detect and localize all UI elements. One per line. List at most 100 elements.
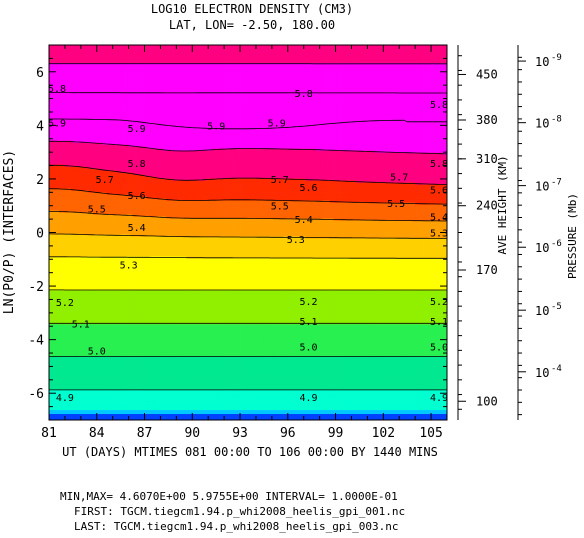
contour-band-cell [53, 370, 55, 372]
contour-band-cell [55, 203, 57, 205]
contour-band-cell [59, 290, 61, 292]
contour-band-cell [69, 282, 71, 284]
contour-band-cell [83, 292, 85, 294]
contour-band-cell [57, 358, 59, 360]
contour-band-cell [63, 173, 65, 175]
contour-band-cell [97, 139, 99, 141]
contour-band-cell [81, 93, 83, 95]
contour-band-cell [63, 209, 65, 211]
contour-band-cell [95, 59, 97, 61]
contour-band-cell [77, 258, 79, 260]
contour-band-cell [75, 85, 77, 87]
contour-band-cell [99, 378, 101, 380]
contour-band-cell [89, 69, 91, 71]
contour-band-cell [85, 153, 87, 155]
contour-band-cell [77, 290, 79, 292]
contour-band-cell [97, 370, 99, 372]
contour-band-cell [55, 268, 57, 270]
contour-band-cell [85, 143, 87, 145]
contour-band-cell [53, 360, 55, 362]
contour-band-cell [73, 406, 75, 408]
contour-band-cell [67, 137, 69, 139]
contour-band-cell [91, 65, 93, 67]
contour-band-cell [69, 95, 71, 97]
contour-band-cell [57, 107, 59, 109]
contour-band-cell [97, 151, 99, 153]
contour-band-cell [69, 173, 71, 175]
contour-band-cell [53, 382, 55, 384]
contour-band-cell [91, 302, 93, 304]
contour-band-cell [83, 101, 85, 103]
contour-band-cell [51, 163, 53, 165]
contour-band-cell [99, 73, 101, 75]
contour-band-cell [79, 77, 81, 79]
contour-band-cell [57, 416, 59, 418]
contour-band-cell [67, 59, 69, 61]
contour-band-cell [99, 105, 101, 107]
contour-band-cell [87, 312, 89, 314]
contour-band-cell [97, 248, 99, 250]
contour-band-cell [87, 77, 89, 79]
contour-band-cell [91, 113, 93, 115]
contour-band-cell [73, 358, 75, 360]
contour-band-cell [73, 177, 75, 179]
contour-band-cell [81, 177, 83, 179]
contour-band-cell [89, 390, 91, 392]
contour-band-cell [85, 310, 87, 312]
contour-band-cell [73, 191, 75, 193]
contour-band-cell [79, 161, 81, 163]
contour-band-cell [93, 270, 95, 272]
contour-band-cell [75, 127, 77, 129]
contour-band-cell [81, 131, 83, 133]
contour-band-cell [75, 183, 77, 185]
contour-band-cell [73, 197, 75, 199]
contour-band-cell [55, 115, 57, 117]
contour-band-cell [95, 145, 97, 147]
contour-band-cell [79, 183, 81, 185]
contour-band-cell [57, 248, 59, 250]
contour-band-cell [83, 312, 85, 314]
contour-band-cell [89, 252, 91, 254]
contour-band-cell [67, 171, 69, 173]
contour-band-cell [79, 382, 81, 384]
contour-band-cell [79, 252, 81, 254]
contour-band-cell [81, 79, 83, 81]
contour-band-cell [99, 362, 101, 364]
contour-band-cell [99, 340, 101, 342]
contour-band-cell [83, 348, 85, 350]
contour-band-cell [97, 252, 99, 254]
contour-band-cell [59, 272, 61, 274]
contour-band-cell [71, 292, 73, 294]
contour-band-cell [89, 55, 91, 57]
contour-band-cell [85, 406, 87, 408]
contour-band-cell [87, 280, 89, 282]
contour-band-cell [73, 149, 75, 151]
contour-band-cell [51, 374, 53, 376]
contour-band-cell [61, 77, 63, 79]
contour-band-cell [93, 366, 95, 368]
contour-band-cell [81, 378, 83, 380]
contour-band-cell [87, 195, 89, 197]
contour-band-cell [55, 382, 57, 384]
contour-band-cell [97, 227, 99, 229]
contour-band-cell [79, 151, 81, 153]
contour-band-cell [73, 59, 75, 61]
contour-band-cell [99, 294, 101, 296]
contour-band-cell [95, 97, 97, 99]
contour-band-cell [67, 324, 69, 326]
contour-band-cell [79, 179, 81, 181]
contour-band-cell [75, 197, 77, 199]
contour-band-cell [57, 61, 59, 63]
contour-band-cell [85, 254, 87, 256]
contour-band-cell [69, 340, 71, 342]
contour-band-cell [71, 284, 73, 286]
contour-band-cell [59, 262, 61, 264]
contour-band-cell [93, 223, 95, 225]
contour-band-cell [101, 95, 103, 97]
contour-band-cell [67, 376, 69, 378]
contour-band-cell [61, 352, 63, 354]
contour-band-cell [85, 290, 87, 292]
contour-band-cell [55, 55, 57, 57]
contour-band-cell [53, 133, 55, 135]
contour-band-cell [81, 183, 83, 185]
